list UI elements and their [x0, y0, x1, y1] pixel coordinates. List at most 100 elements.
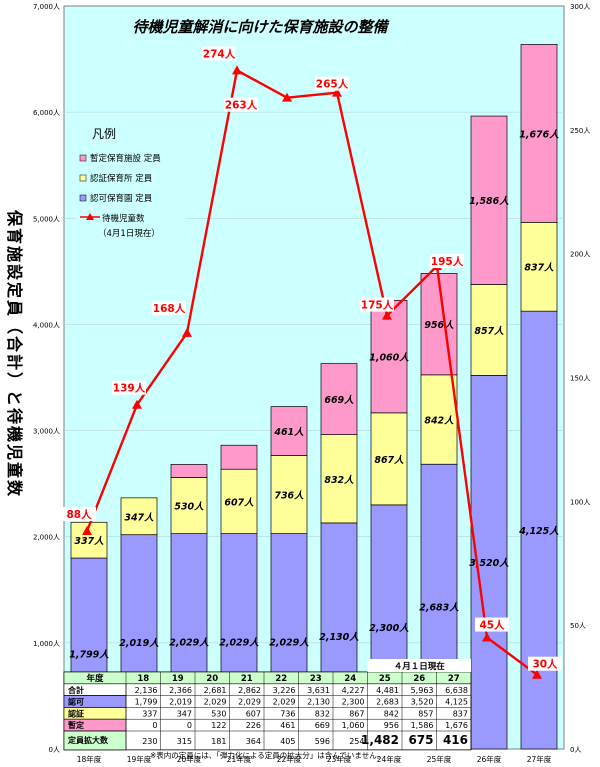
table-cell: 675	[408, 733, 433, 747]
table-cell: 4,481	[376, 686, 399, 695]
bar-segment	[520, 44, 558, 223]
bar-segment	[370, 412, 408, 506]
table-cell: 405	[280, 737, 295, 746]
bar-data-label: 1,799人	[69, 649, 109, 661]
table-note: ４月１日現在	[394, 661, 446, 672]
table-cell: 2,019	[169, 698, 192, 707]
bar-segment	[170, 477, 208, 534]
right-axis: 0人 50人 100人 150人 200人 250人 300人	[570, 3, 590, 754]
left-tick-label: 4,000人	[33, 321, 60, 329]
line-marker	[482, 632, 492, 642]
x-tick-label: 26年度	[477, 754, 502, 764]
bar-data-label: 837人	[524, 262, 554, 274]
legend-line-marker	[86, 213, 94, 220]
bar-data-label: 2,029人	[219, 636, 259, 648]
bar-segment	[420, 273, 458, 376]
table-cell: 2,681	[204, 686, 227, 695]
line-label-bg	[315, 76, 349, 91]
table-cell: 2,136	[135, 686, 158, 695]
table-cell: 842	[384, 709, 399, 718]
left-tick-label: 7,000人	[33, 3, 60, 11]
bar-data-label: 2,019人	[119, 637, 159, 649]
line-data-label: 195人	[431, 255, 464, 268]
table-cell: 1,799	[135, 698, 158, 707]
table-row-label: 合計	[67, 685, 84, 695]
bar-data-label: 736人	[274, 490, 304, 502]
x-tick-label: 23年度	[327, 754, 352, 764]
legend-box	[76, 118, 186, 240]
line-marker	[532, 669, 542, 679]
bar-segment	[320, 434, 358, 524]
table-cell: 607	[246, 709, 261, 718]
right-tick-label: 300人	[570, 3, 590, 11]
bar-segment	[470, 115, 508, 285]
table-cell: 867	[349, 709, 364, 718]
table-cell: 1,676	[445, 721, 468, 730]
bar-data-label: 2,683人	[419, 602, 459, 614]
x-tick-label: 21年度	[227, 754, 252, 764]
bar-data-label: 857人	[474, 325, 504, 337]
x-tick-label: 22年度	[277, 754, 302, 764]
table-cell: 461	[280, 721, 295, 730]
line-label-bg	[528, 656, 562, 671]
line-marker	[232, 65, 242, 75]
table-cell: 736	[280, 709, 295, 718]
table-row-label: 認証	[68, 708, 84, 718]
bar-data-label: 607人	[224, 496, 254, 508]
table-cell: 2,130	[307, 698, 330, 707]
legend-label: 待機児童数	[102, 213, 145, 224]
y-axis-label: 保育施設定員（合計）と待機児童数	[5, 209, 24, 498]
table-cell: 4,125	[445, 698, 468, 707]
right-tick-label: 250人	[570, 127, 590, 135]
bar-data-label: 842人	[424, 415, 454, 427]
bar-segment	[420, 374, 458, 465]
bar-data-label: 461人	[273, 426, 304, 438]
table-cell: 3,631	[307, 686, 330, 695]
legend-label: 暫定保育施設 定員	[90, 153, 161, 164]
bar-data-label: 1,676人	[519, 128, 559, 140]
bar-data-label: 2,029人	[169, 636, 209, 648]
line-data-label: 168人	[153, 302, 186, 315]
table-year: 22	[275, 674, 287, 684]
left-tick-label: 3,000人	[33, 428, 60, 436]
line-label-bg	[224, 97, 258, 112]
line-data-label: 274人	[203, 47, 236, 60]
line-data-label: 45人	[479, 619, 505, 632]
x-tick-label: 25年度	[427, 754, 452, 764]
right-tick-label: 100人	[570, 498, 590, 506]
table-cell: 347	[177, 709, 192, 718]
table-cell: 0	[152, 721, 157, 730]
table-year: 25	[379, 674, 391, 684]
table-cell: 2,029	[238, 698, 261, 707]
bar-data-label: 337人	[74, 535, 104, 547]
left-axis: 0人 1,000人 2,000人 3,000人 4,000人 5,000人 6,000人 7,…	[33, 3, 60, 754]
chart-title: 待機児童解消に向けた保育施設の整備	[132, 18, 389, 36]
line-marker	[182, 327, 192, 337]
right-tick-label: 150人	[570, 375, 590, 383]
bar-data-label: 2,300人	[369, 622, 409, 634]
table-year: 21	[241, 674, 253, 684]
right-tick-label: 50人	[570, 622, 586, 630]
table-year: 24	[344, 674, 356, 684]
bar-segment	[270, 455, 308, 534]
line-data-label: 88人	[66, 508, 92, 521]
data-table: 年度 18 19 20 21 22 23 24 25 26 27 合計 2,136 2,366 2,681 2…	[63, 659, 472, 760]
table-cell: 3,226	[273, 686, 296, 695]
table-cell: 416	[443, 733, 468, 747]
table-cell: 337	[142, 709, 157, 718]
line-label-bg	[430, 254, 464, 269]
bar-data-label: 4,125人	[518, 525, 559, 537]
table-corner-label: 年度	[86, 673, 104, 684]
table-year: 19	[172, 674, 184, 684]
table-cell: 2,683	[376, 698, 399, 707]
bar-data-label: 669人	[324, 394, 354, 406]
legend-title: 凡例	[92, 127, 116, 141]
x-tick-label: 24年度	[377, 754, 402, 764]
left-tick-label: 5,000人	[33, 215, 60, 223]
bar-segment	[220, 444, 258, 470]
left-tick-label: 0人	[49, 746, 60, 754]
table-cell: 226	[246, 721, 261, 730]
bar-data-label: 867人	[374, 454, 404, 466]
legend-note: （4月1日現在）	[98, 228, 160, 239]
line-marker	[282, 92, 292, 102]
